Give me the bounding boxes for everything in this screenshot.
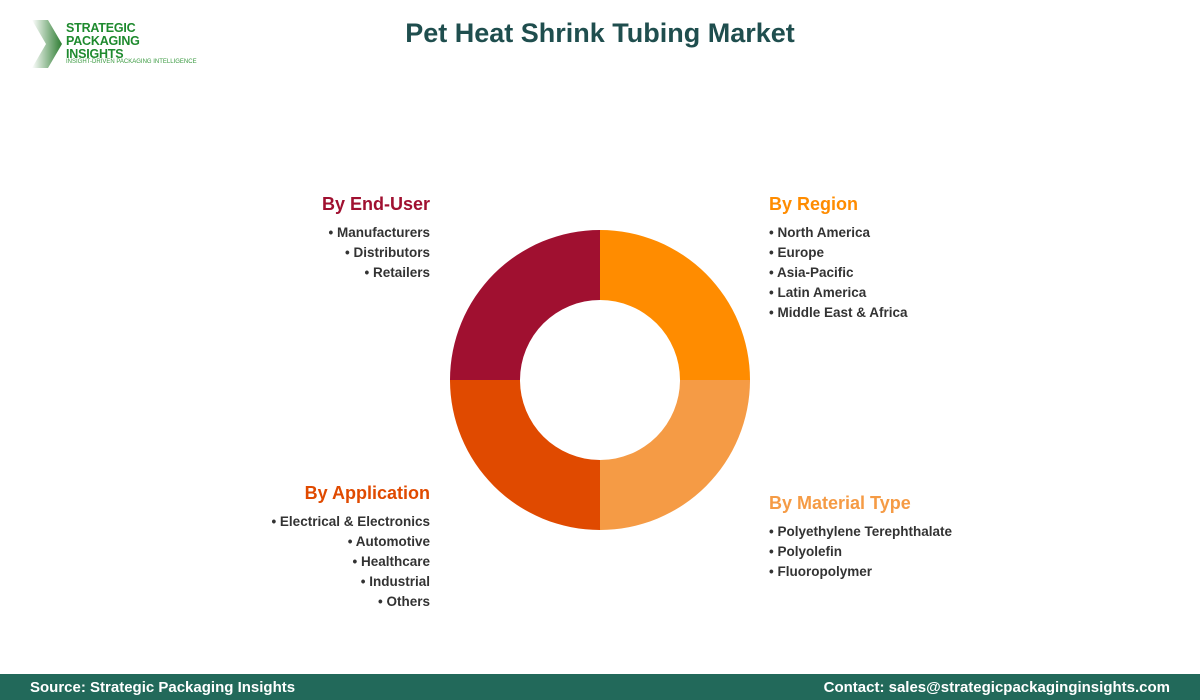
list-item: • Retailers	[364, 265, 430, 280]
segment-region: By Region • North America • Europe • Asia-…	[769, 194, 908, 323]
list-item: • Middle East & Africa	[769, 305, 908, 320]
donut-slice-by-application	[450, 380, 600, 530]
segment-title: By Application	[304, 483, 430, 503]
page-title: Pet Heat Shrink Tubing Market	[405, 18, 795, 48]
segment-title: By Region	[769, 194, 859, 214]
footer: Source: Strategic Packaging Insights Con…	[0, 674, 1200, 700]
logo-chevron-icon	[32, 20, 62, 68]
list-item: • Polyolefin	[769, 544, 842, 559]
segment-enduser: By End-User • Manufacturers • Distributor…	[322, 194, 430, 283]
donut-slice-by-material-type	[600, 380, 750, 530]
donut-slice-by-end-user	[450, 230, 600, 380]
list-item: • Asia-Pacific	[769, 265, 854, 280]
list-item: • Fluoropolymer	[769, 564, 872, 579]
logo: STRATEGIC PACKAGING INSIGHTS INSIGHT-DRIV…	[30, 18, 200, 73]
contact-text: Contact: sales@strategicpackaginginsight…	[823, 679, 1170, 696]
list-item: • North America	[769, 225, 870, 240]
list-item: • Automotive	[347, 534, 430, 549]
list-item: • Polyethylene Terephthalate	[769, 524, 953, 539]
logo-text: STRATEGIC PACKAGING INSIGHTS	[66, 21, 140, 61]
logo-tagline: INSIGHT-DRIVEN PACKAGING INTELLIGENCE	[66, 59, 197, 65]
list-item: • Healthcare	[352, 554, 430, 569]
list-item: • Industrial	[360, 574, 430, 589]
list-item: • Europe	[769, 245, 824, 260]
segment-title: By Material Type	[769, 493, 911, 513]
list-item: • Others	[378, 594, 430, 609]
list-item: • Latin America	[769, 285, 867, 300]
list-item: • Electrical & Electronics	[271, 514, 430, 529]
segment-application: By Application • Electrical & Electronic…	[271, 483, 430, 612]
source-text: Source: Strategic Packaging Insights	[30, 679, 296, 696]
segment-title: By End-User	[321, 194, 430, 214]
list-item: • Manufacturers	[328, 225, 430, 240]
donut-slice-by-region	[600, 230, 750, 380]
segment-material: By Material Type • Polyethylene Terephth…	[769, 493, 952, 582]
list-item: • Distributors	[345, 245, 430, 260]
